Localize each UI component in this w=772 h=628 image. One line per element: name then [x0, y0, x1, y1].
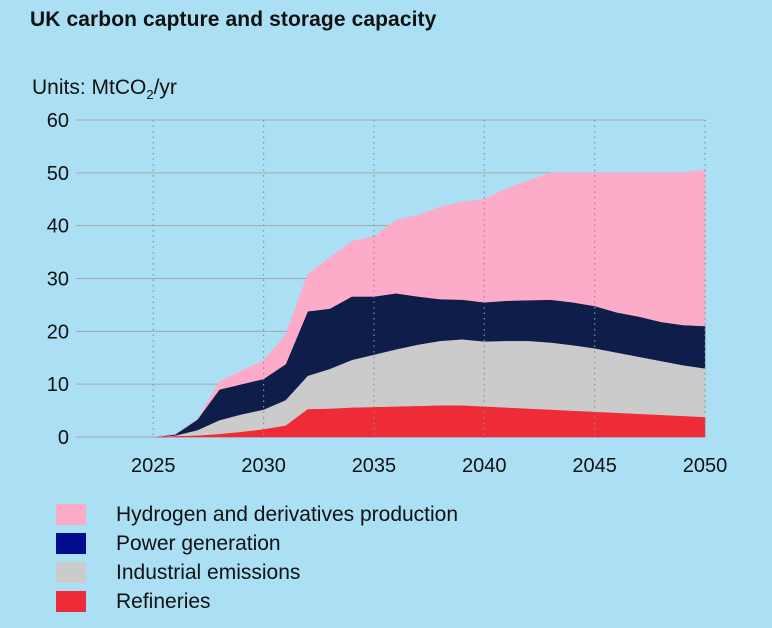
- x-axis-labels: 2025 2030 2035 2040 2045 2050: [131, 455, 727, 477]
- units-prefix: Units: MtCO: [32, 76, 147, 99]
- y-tick-label: 40: [47, 216, 69, 238]
- x-tick-label: 2050: [683, 455, 728, 477]
- x-tick-label: 2030: [241, 455, 286, 477]
- units-label: Units: MtCO2/yr: [32, 76, 177, 102]
- y-tick-label: 50: [47, 163, 69, 185]
- legend: Hydrogen and derivatives production Powe…: [56, 500, 458, 616]
- x-tick-label: 2045: [572, 455, 617, 477]
- legend-swatch-power: [56, 533, 86, 554]
- y-tick-label: 20: [47, 321, 69, 343]
- y-tick-label: 60: [47, 110, 69, 132]
- legend-label-industrial: Industrial emissions: [116, 560, 301, 584]
- x-tick-label: 2035: [352, 455, 397, 477]
- vertical-grid: [152, 120, 706, 437]
- units-suffix: /yr: [153, 76, 177, 99]
- y-tick-label: 30: [47, 269, 69, 291]
- legend-swatch-industrial: [56, 562, 86, 583]
- units-subscript: 2: [146, 87, 154, 103]
- legend-swatch-refineries: [56, 591, 86, 612]
- legend-item-hydrogen: Hydrogen and derivatives production: [56, 500, 458, 529]
- legend-swatch-hydrogen: [56, 504, 86, 525]
- chart-title: UK carbon capture and storage capacity: [30, 8, 437, 31]
- legend-item-refineries: Refineries: [56, 587, 458, 616]
- legend-label-refineries: Refineries: [116, 589, 211, 613]
- y-tick-label: 0: [58, 427, 69, 449]
- x-tick-label: 2040: [462, 455, 507, 477]
- legend-label-hydrogen: Hydrogen and derivatives production: [116, 502, 459, 526]
- y-tick-label: 10: [47, 374, 69, 396]
- stacked-areas: [153, 169, 706, 438]
- x-tick-label: 2025: [131, 455, 176, 477]
- y-axis-labels: 0 10 20 30 40 50 60: [47, 110, 69, 449]
- legend-item-industrial: Industrial emissions: [56, 558, 458, 587]
- legend-label-power: Power generation: [116, 531, 281, 555]
- legend-item-power: Power generation: [56, 529, 458, 558]
